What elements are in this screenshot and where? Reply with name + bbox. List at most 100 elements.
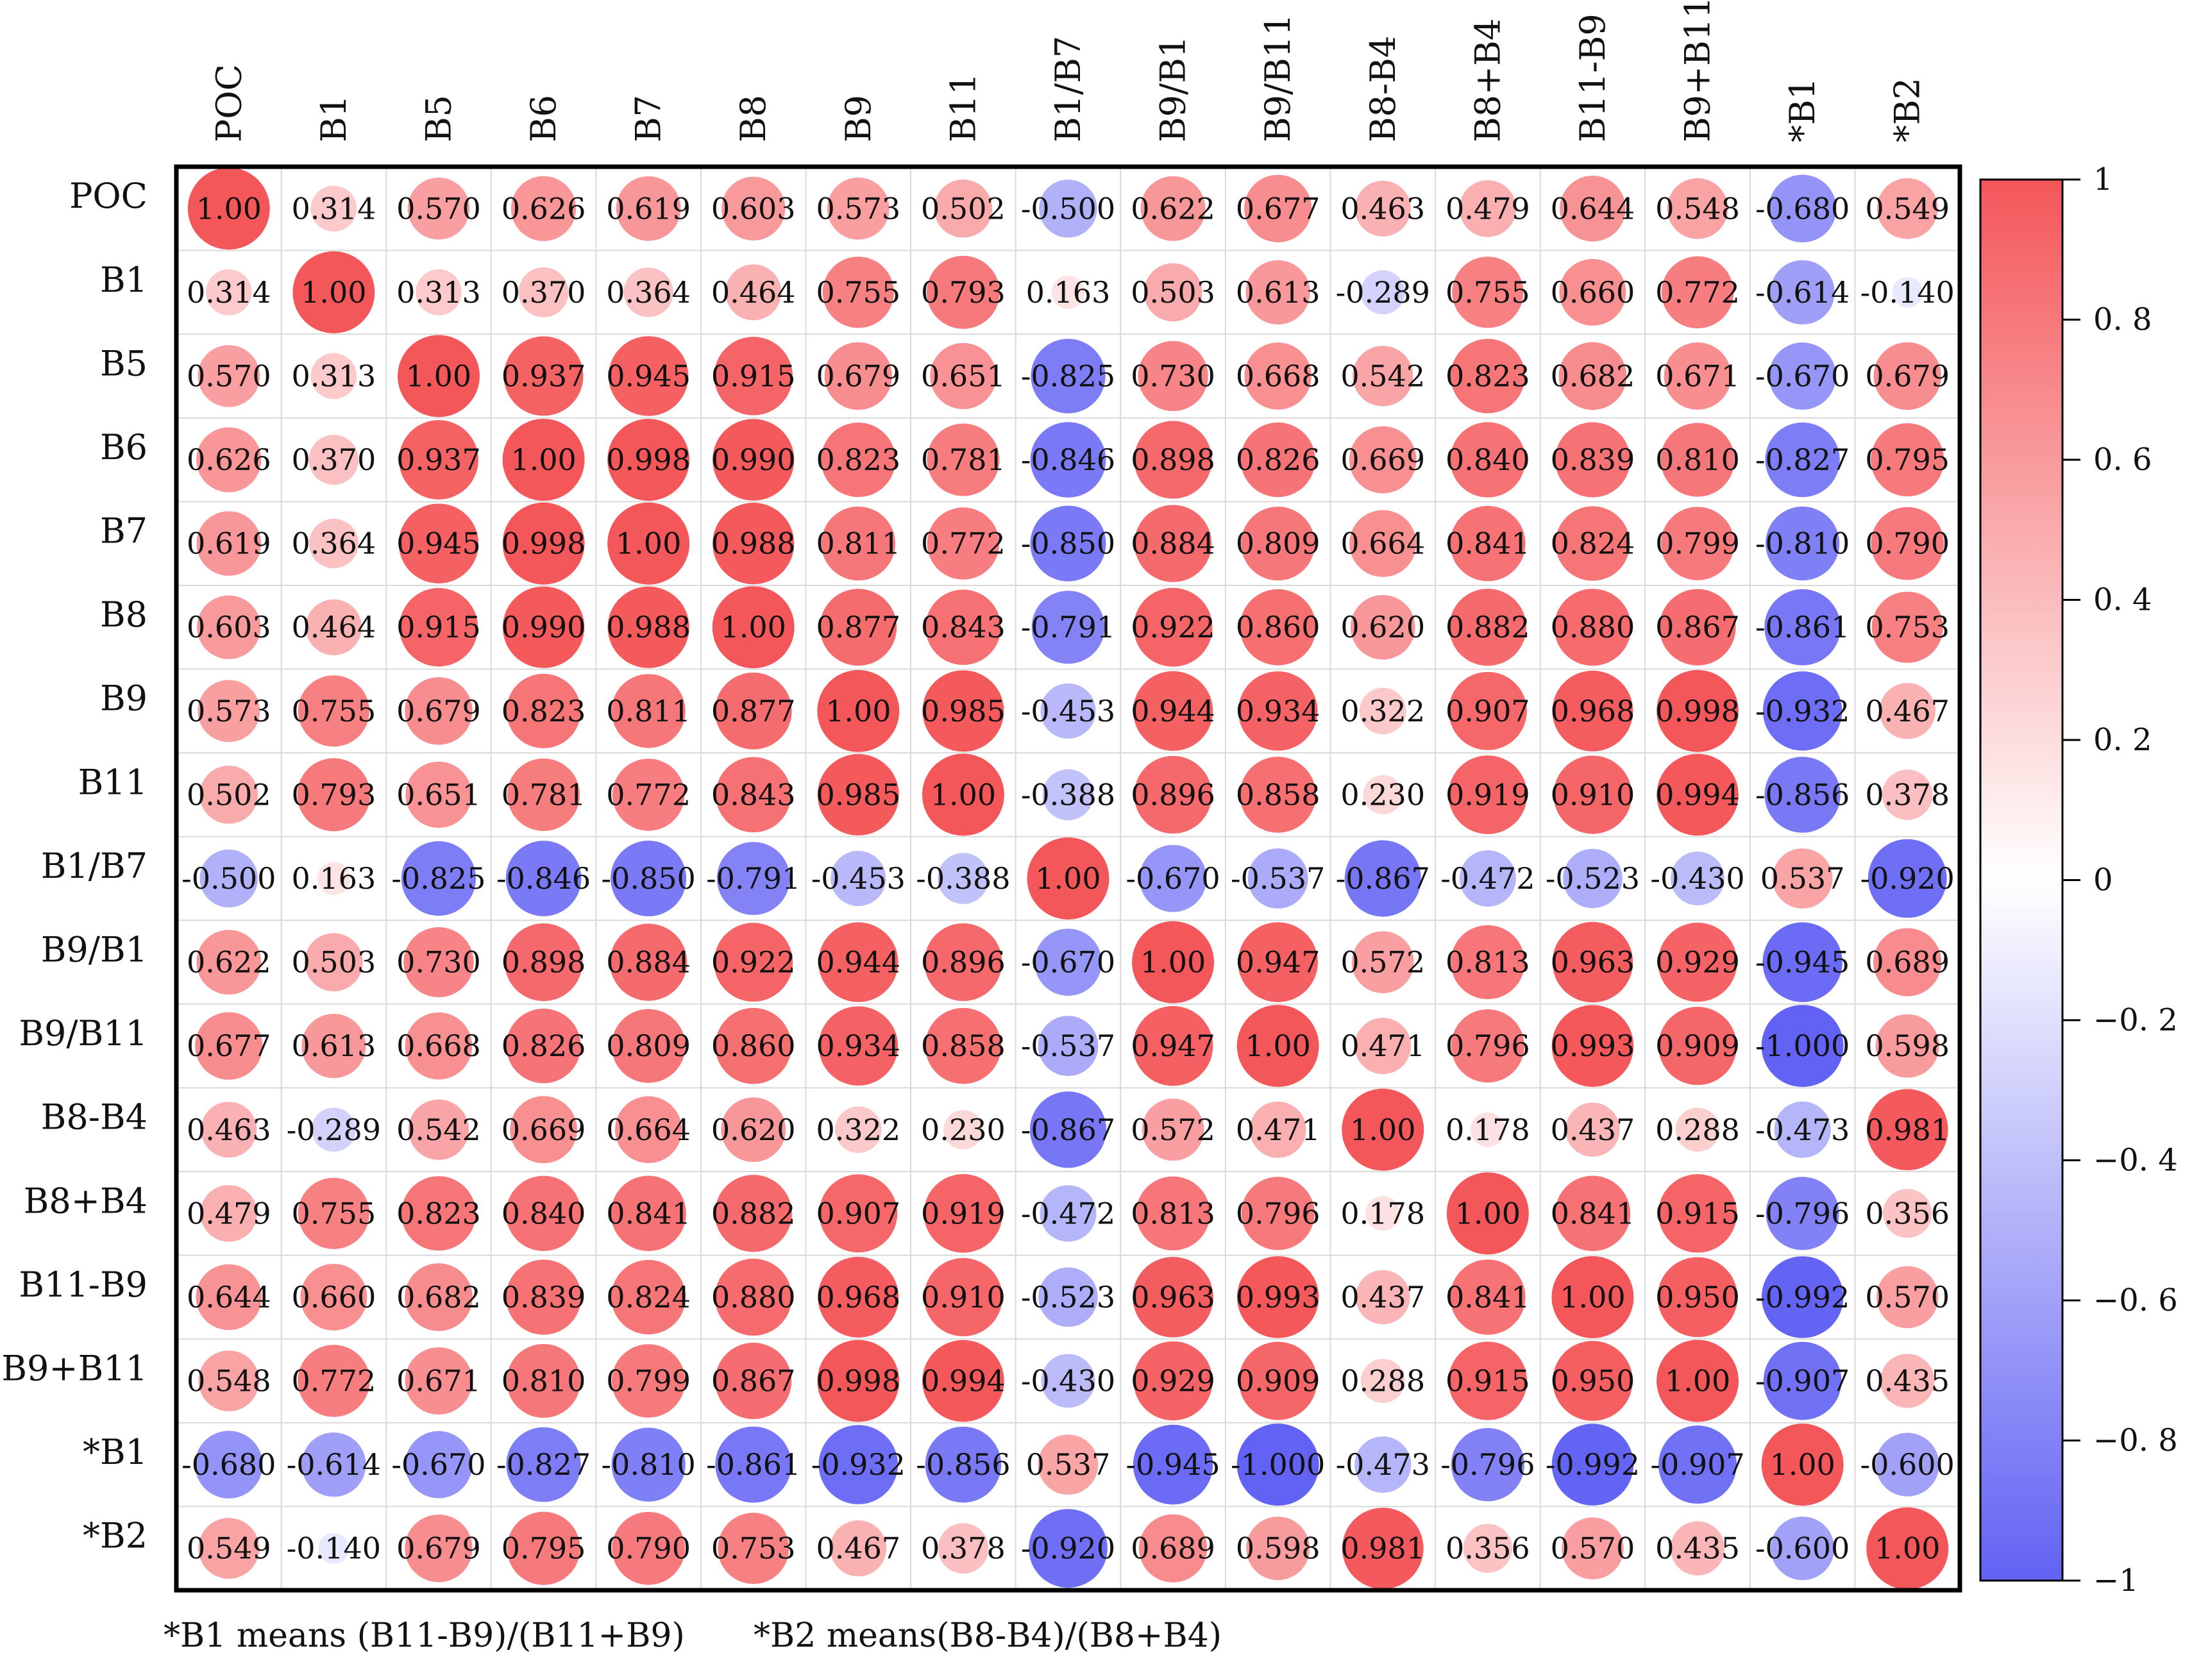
corr-value-16-8: -0.920: [1021, 1531, 1115, 1566]
corr-value-9-15: -0.945: [1755, 945, 1850, 980]
corr-value-9-16: 0.689: [1865, 945, 1950, 980]
corr-circle-6-12: [1448, 671, 1527, 750]
corr-circle-10-2: [405, 1012, 473, 1080]
corr-circle-8-1: [317, 862, 351, 895]
corr-circle-7-8: [1042, 769, 1094, 821]
corr-circle-7-12: [1448, 755, 1528, 834]
corr-value-16-15: -0.600: [1755, 1531, 1850, 1566]
corr-value-15-15: 1.00: [1769, 1447, 1835, 1482]
corr-circle-10-8: [1038, 1016, 1099, 1077]
corr-circle-1-12: [1452, 256, 1524, 328]
corr-value-2-13: 0.682: [1551, 358, 1635, 393]
corr-circle-5-11: [1350, 594, 1415, 660]
corr-value-0-8: -0.500: [1021, 191, 1115, 226]
corr-circle-2-15: [1769, 342, 1836, 410]
corr-value-14-2: 0.671: [396, 1364, 481, 1399]
corr-circle-8-6: [831, 850, 886, 907]
corr-circle-3-4: [607, 419, 690, 501]
corr-value-15-14: -0.907: [1650, 1447, 1744, 1482]
corr-value-6-11: 0.322: [1340, 694, 1425, 728]
row-label-7: B11: [78, 762, 148, 802]
corr-value-6-1: 0.755: [292, 694, 376, 728]
corr-circle-11-3: [510, 1096, 577, 1164]
corr-value-16-4: 0.790: [606, 1531, 691, 1566]
corr-circle-0-6: [827, 177, 890, 240]
corr-value-1-11: -0.289: [1336, 275, 1430, 310]
corr-value-15-9: -0.945: [1126, 1447, 1220, 1482]
corr-circle-12-8: [1040, 1185, 1097, 1242]
corr-circle-5-7: [925, 589, 1001, 665]
corr-value-12-11: 0.178: [1340, 1196, 1425, 1231]
corr-circle-13-10: [1236, 1256, 1319, 1338]
corr-circle-14-7: [922, 1340, 1004, 1422]
corr-circle-1-5: [725, 264, 782, 321]
corr-value-5-0: 0.603: [187, 610, 271, 644]
col-label-13: B11-B9: [1573, 13, 1613, 142]
corr-value-9-5: 0.922: [711, 945, 796, 980]
corr-value-2-12: 0.823: [1446, 358, 1530, 393]
corr-circle-15-16: [1875, 1432, 1939, 1497]
corr-value-12-4: 0.841: [606, 1196, 691, 1231]
corr-value-12-8: -0.472: [1021, 1196, 1115, 1231]
corr-circle-7-0: [199, 766, 258, 824]
corr-circle-2-5: [714, 337, 793, 416]
corr-value-11-5: 0.620: [711, 1113, 796, 1147]
corr-circle-1-15: [1770, 260, 1835, 325]
col-label-7: B11: [943, 73, 983, 142]
corr-value-0-9: 0.622: [1131, 191, 1215, 226]
corr-value-7-2: 0.651: [396, 777, 481, 812]
corr-value-3-10: 0.826: [1236, 442, 1320, 477]
corr-value-6-16: 0.467: [1865, 694, 1950, 728]
corr-circle-0-8: [1039, 180, 1097, 238]
corr-value-7-7: 1.00: [931, 777, 996, 812]
corr-value-5-9: 0.922: [1131, 610, 1215, 644]
corr-value-4-8: -0.850: [1021, 526, 1115, 561]
corr-circle-4-11: [1349, 510, 1417, 577]
corr-circle-9-15: [1762, 922, 1843, 1002]
corr-circle-5-1: [305, 599, 362, 655]
corr-circle-5-10: [1240, 589, 1317, 666]
corr-value-10-14: 0.909: [1655, 1029, 1740, 1063]
corr-value-15-12: -0.796: [1440, 1447, 1535, 1482]
colorbar-tick-label: 0. 8: [2093, 302, 2152, 338]
corr-circle-1-0: [205, 269, 252, 315]
corr-value-15-11: -0.473: [1336, 1447, 1430, 1482]
corr-value-14-6: 0.998: [816, 1364, 900, 1399]
corr-value-8-13: -0.523: [1546, 861, 1640, 896]
corr-circle-4-14: [1660, 507, 1735, 580]
corr-circle-14-8: [1041, 1354, 1095, 1408]
grid-lines: [176, 167, 1960, 1590]
corr-value-5-11: 0.620: [1340, 610, 1425, 644]
corr-value-13-1: 0.660: [292, 1280, 376, 1315]
corr-circle-6-4: [611, 674, 686, 748]
corr-value-3-11: 0.669: [1340, 442, 1425, 477]
corr-circle-7-4: [612, 759, 685, 831]
corr-value-5-14: 0.867: [1655, 610, 1740, 644]
corr-value-6-7: 0.985: [921, 694, 1006, 728]
corr-value-16-3: 0.795: [502, 1531, 586, 1566]
corr-value-8-14: -0.430: [1650, 861, 1744, 896]
corr-circle-6-3: [506, 673, 581, 748]
corr-value-3-7: 0.781: [921, 442, 1006, 477]
corr-circle-10-6: [818, 1006, 898, 1086]
corr-circle-4-15: [1766, 507, 1840, 581]
corr-circle-14-10: [1238, 1341, 1317, 1420]
corr-value-15-0: -0.680: [181, 1447, 276, 1482]
corr-value-8-6: -0.453: [811, 861, 906, 896]
corr-value-0-12: 0.479: [1446, 191, 1530, 226]
corr-circle-6-0: [198, 680, 260, 743]
corr-circle-13-9: [1133, 1257, 1213, 1338]
corr-circle-10-12: [1451, 1009, 1524, 1083]
corr-circle-15-7: [925, 1426, 1002, 1503]
colorbar-tick-label: −0. 2: [2093, 1002, 2178, 1038]
corr-circle-11-14: [1675, 1107, 1720, 1152]
corr-value-7-15: -0.856: [1755, 777, 1850, 812]
corr-value-11-6: 0.322: [816, 1113, 900, 1147]
corr-value-10-15: -1.000: [1755, 1029, 1850, 1063]
corr-value-14-15: -0.907: [1755, 1364, 1850, 1399]
corr-circle-16-3: [507, 1511, 580, 1585]
corr-value-2-10: 0.668: [1236, 358, 1320, 393]
corr-circle-9-9: [1132, 921, 1215, 1004]
corr-circle-13-0: [196, 1264, 262, 1331]
corr-value-9-12: 0.813: [1446, 945, 1530, 980]
